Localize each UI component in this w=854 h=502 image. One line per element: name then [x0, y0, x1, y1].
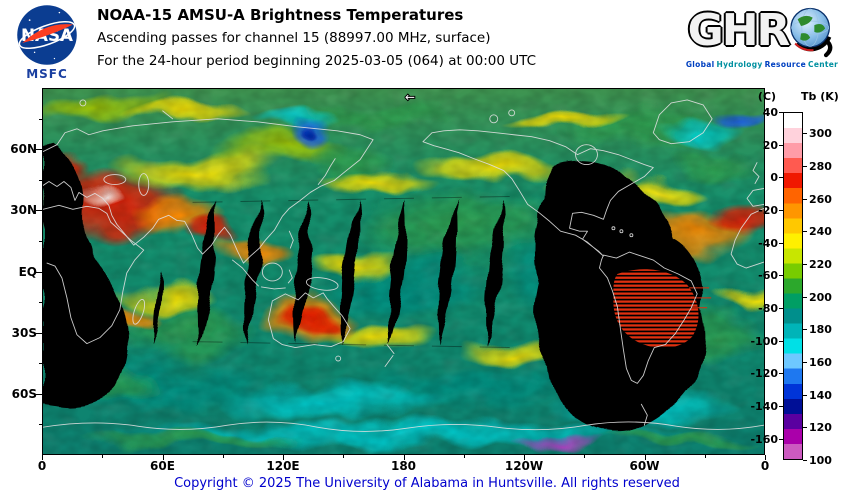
- colorbar-tick-right: [803, 198, 807, 200]
- longitude-minor-tick: [222, 455, 224, 458]
- longitude-minor-tick: [704, 455, 706, 458]
- colorbar-tick-right: [803, 296, 807, 298]
- longitude-tick: [644, 455, 646, 460]
- scanline-patch: [613, 269, 712, 348]
- longitude-tick-label: 0: [760, 459, 770, 473]
- swath-edge-line: [192, 341, 512, 349]
- longitude-tick: [765, 455, 766, 460]
- colorbar-celsius-title: (C): [757, 90, 777, 103]
- colorbar-kelvin-title: Tb (K): [801, 90, 839, 103]
- longitude-tick-label: 120W: [504, 459, 544, 473]
- kelvin-tick-label: 100: [809, 454, 832, 467]
- ghrc-logo: GHR: [676, 2, 848, 69]
- latitude-tick-label: EQ: [18, 264, 37, 279]
- ghrc-tagline: Global Hydrology Resource Center: [676, 60, 848, 69]
- colorbar-tick-right: [803, 264, 807, 266]
- latitude-tick-label: 30N: [10, 203, 37, 218]
- kelvin-tick-label: 180: [809, 323, 832, 337]
- longitude-minor-tick: [343, 455, 345, 458]
- colorbar-gradient: [783, 112, 803, 460]
- latitude-tick-label: 60S: [11, 386, 37, 401]
- longitude-minor-tick: [584, 455, 586, 458]
- latitude-tick-label: 30S: [11, 325, 37, 340]
- msfc-label: MSFC: [26, 67, 68, 81]
- longitude-tick: [403, 455, 405, 460]
- longitude-minor-tick: [102, 455, 104, 458]
- colorbar-tick-right: [803, 460, 807, 461]
- longitude-tick-label: 120E: [266, 459, 300, 473]
- ghrc-tagline-word: Center: [808, 60, 839, 69]
- longitude-tick: [283, 455, 284, 460]
- latitude-tick-label: 60N: [10, 142, 37, 157]
- kelvin-tick-label: 280: [809, 160, 832, 174]
- title-block: NOAA-15 AMSU-A Brightness Temperatures A…: [97, 8, 657, 68]
- colorbar-tick-right: [803, 166, 807, 168]
- longitude-tick: [524, 455, 525, 460]
- colorbar-tick-right: [803, 362, 807, 364]
- ghrc-tagline-word: Hydrology: [716, 60, 763, 69]
- longitude-tick-label: 180: [390, 459, 417, 473]
- kelvin-tick-label: 140: [809, 388, 832, 402]
- colorbar-tick-right: [803, 394, 807, 396]
- copyright-line: Copyright © 2025 The University of Alaba…: [174, 476, 680, 491]
- colorbar-tick-right: [803, 231, 807, 233]
- kelvin-tick-label: 300: [809, 127, 832, 141]
- ghrc-globe-icon: [790, 7, 833, 58]
- product-subtitle: Ascending passes for channel 15 (88997.0…: [97, 30, 491, 46]
- nasa-logo: NASA MSFC: [12, 4, 82, 81]
- scan-direction-arrow: ←: [405, 90, 415, 104]
- kelvin-tick-label: 120: [809, 421, 832, 435]
- ghrc-letters: GHR: [687, 5, 791, 56]
- ghrc-tagline-word: Global: [685, 60, 715, 69]
- longitude-tick: [162, 455, 164, 460]
- colorbar-tick-right: [803, 329, 807, 331]
- longitude-tick-label: 0: [37, 459, 47, 473]
- map-canvas: ←: [43, 89, 764, 454]
- header: NASA MSFC NOAA-15 AMSU-A Brightness Temp…: [0, 0, 854, 88]
- longitude-tick-label: 60E: [150, 459, 175, 473]
- longitude-tick: [42, 455, 43, 460]
- longitude-minor-tick: [463, 455, 465, 458]
- longitude-tick-label: 60W: [629, 459, 660, 473]
- product-title: NOAA-15 AMSU-A Brightness Temperatures: [97, 6, 464, 24]
- kelvin-tick-label: 160: [809, 356, 832, 370]
- product-period: For the 24-hour period beginning 2025-03…: [97, 52, 537, 69]
- ghrc-tagline-word: Resource: [764, 60, 807, 69]
- kelvin-tick-label: 240: [809, 225, 832, 239]
- kelvin-tick-label: 200: [809, 290, 832, 304]
- kelvin-tick-label: 220: [809, 258, 832, 272]
- swath-edge-line: [192, 195, 512, 203]
- kelvin-tick-label: 260: [809, 192, 832, 206]
- colorbar-tick-right: [803, 133, 807, 135]
- brightness-temperature-map: ←: [42, 88, 765, 455]
- colorbar-tick-right: [803, 427, 807, 429]
- nasa-meatball-icon: NASA: [17, 5, 77, 65]
- coastlines: [43, 99, 764, 432]
